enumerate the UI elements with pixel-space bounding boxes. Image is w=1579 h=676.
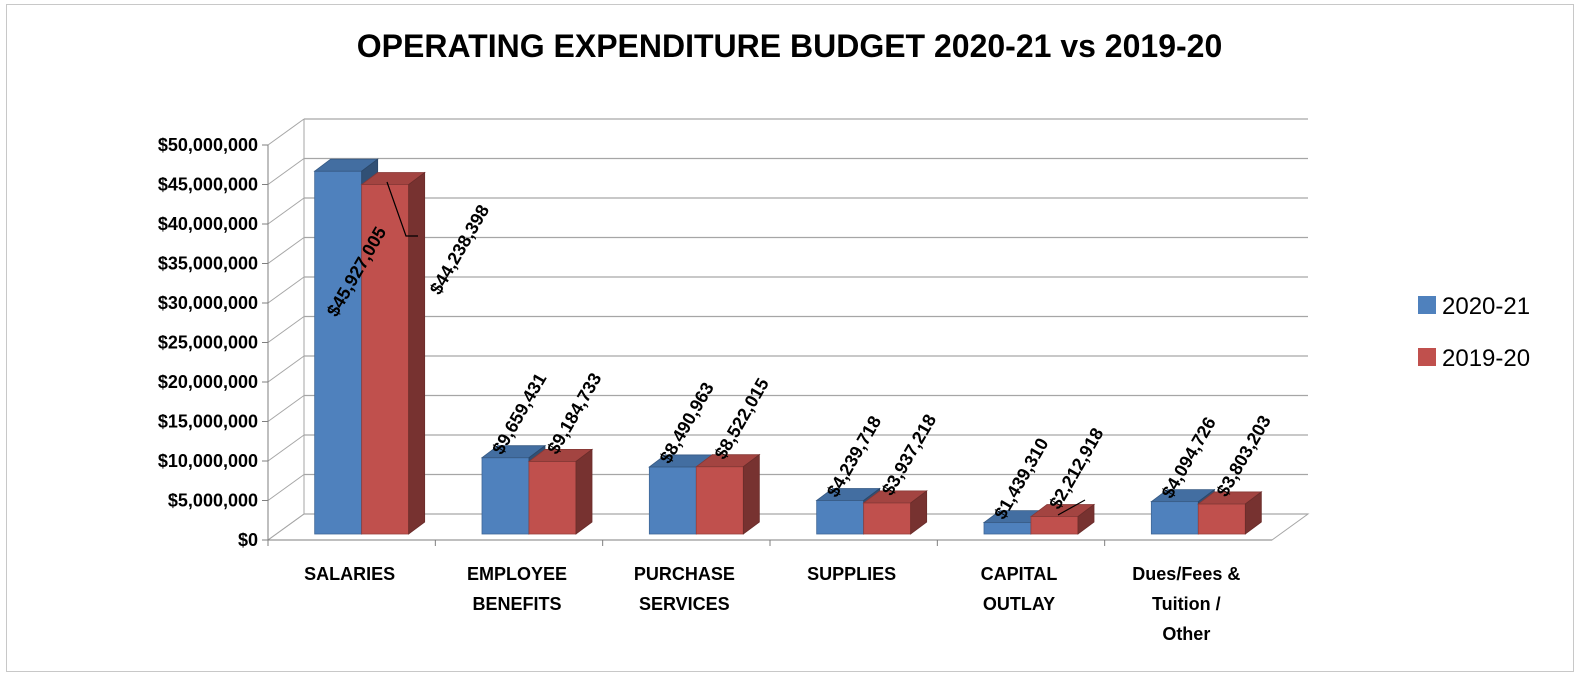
- gridline-side: [267, 474, 305, 501]
- x-category-label: CAPITAL: [981, 564, 1058, 584]
- x-category-label: Other: [1162, 624, 1210, 644]
- x-category-label: EMPLOYEE: [467, 564, 567, 584]
- data-label: $2,212,918: [1045, 424, 1107, 512]
- bar-side: [408, 171, 426, 535]
- bars: [313, 158, 1263, 535]
- gridline-side: [267, 118, 305, 146]
- y-tick-label: $10,000,000: [158, 451, 258, 471]
- y-tick-label: $35,000,000: [158, 254, 258, 274]
- leader-line: [386, 181, 418, 237]
- gridline-side: [267, 276, 305, 304]
- x-category-label: PURCHASE: [634, 564, 735, 584]
- x-category-label: SALARIES: [304, 564, 395, 584]
- bar-side: [910, 490, 928, 535]
- gridline-side: [267, 513, 305, 541]
- data-label: $9,184,733: [543, 369, 605, 457]
- y-tick-label: $15,000,000: [158, 412, 258, 432]
- bar-side: [1077, 503, 1095, 535]
- bar-2019-20-3: [862, 490, 928, 535]
- y-tick-label: $25,000,000: [158, 333, 258, 353]
- gridline-side: [267, 434, 305, 462]
- bar-front: [983, 522, 1032, 535]
- data-label: $44,238,398: [426, 201, 493, 298]
- x-category-label: Dues/Fees &: [1132, 564, 1240, 584]
- y-tick-label: $20,000,000: [158, 372, 258, 392]
- y-tick-label: $5,000,000: [168, 491, 258, 511]
- y-tick-label: $50,000,000: [158, 135, 258, 155]
- gridline-side: [267, 197, 305, 225]
- bar-front: [481, 457, 530, 535]
- legend-swatch: [1418, 296, 1436, 314]
- bar-2019-20-1: [527, 448, 594, 535]
- gridline-side: [267, 158, 305, 185]
- x-category-label: OUTLAY: [983, 594, 1055, 614]
- bar-front: [695, 466, 744, 535]
- bar-front: [361, 184, 410, 535]
- bar-front: [1150, 501, 1199, 535]
- bar-front: [816, 500, 865, 535]
- x-category-label: BENEFITS: [472, 594, 561, 614]
- gridline-side: [267, 316, 305, 343]
- x-category-label: Tuition /: [1152, 594, 1221, 614]
- bar-side: [575, 448, 593, 535]
- chart-title: OPERATING EXPENDITURE BUDGET 2020-21 vs …: [356, 28, 1223, 64]
- chart-frame: [6, 4, 1574, 672]
- y-tick-label: $30,000,000: [158, 293, 258, 313]
- data-labels: $45,927,005 $44,238,398$9,659,431$9,184,7…: [323, 181, 1275, 523]
- data-label: $3,937,218: [878, 411, 940, 499]
- gridline-side: [267, 395, 305, 422]
- data-label: $8,490,963: [655, 379, 717, 467]
- bar-side: [1244, 491, 1262, 535]
- bar-front: [1030, 516, 1079, 535]
- bar-2019-20-2: [695, 453, 761, 535]
- bar-side: [742, 453, 760, 535]
- legend: 2020-21 2019-20: [1418, 293, 1530, 372]
- legend-swatch: [1418, 348, 1436, 366]
- bar-front: [314, 170, 363, 535]
- data-label: $4,094,726: [1157, 414, 1219, 502]
- bar-2019-20-0: [360, 171, 426, 535]
- y-axis: $0 $5,000,000 $10,000,000 $15,000,000 $20,00…: [158, 135, 269, 550]
- y-tick-label: $45,000,000: [158, 175, 258, 195]
- x-category-label: SUPPLIES: [807, 564, 896, 584]
- bar-front: [863, 502, 912, 535]
- x-axis: SALARIES EMPLOYEE BENEFITS PURCHASE SERVICES…: [267, 539, 1272, 644]
- data-label: $8,522,015: [710, 375, 772, 463]
- data-label: $4,239,718: [823, 412, 885, 500]
- legend-label: 2020-21: [1442, 293, 1530, 320]
- gridlines: [267, 118, 1308, 541]
- bar-front: [1197, 503, 1246, 535]
- gridline-side: [267, 237, 305, 264]
- legend-label: 2019-20: [1442, 345, 1530, 372]
- bar-front: [648, 466, 697, 535]
- bar-2019-20-5: [1197, 491, 1263, 535]
- y-tick-label: $0: [238, 530, 258, 550]
- leader-line: [1057, 499, 1086, 516]
- data-label: $9,659,431: [488, 370, 550, 458]
- x-category-label: SERVICES: [639, 594, 730, 614]
- gridline-side: [267, 355, 305, 383]
- data-label: $3,803,203: [1212, 412, 1274, 500]
- y-tick-label: $40,000,000: [158, 214, 258, 234]
- bar-front: [528, 461, 577, 535]
- bar-2019-20-4: [1029, 503, 1096, 535]
